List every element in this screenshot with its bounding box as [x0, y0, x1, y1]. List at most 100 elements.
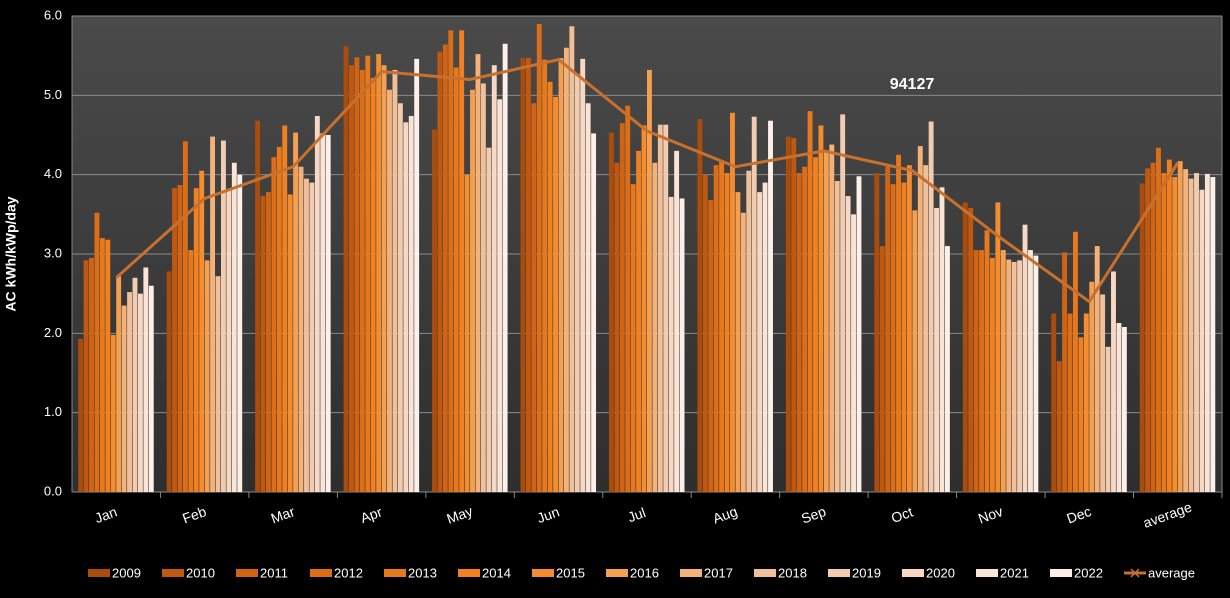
bar	[923, 165, 929, 492]
bar	[641, 125, 647, 492]
bar	[1156, 147, 1161, 492]
legend-swatch	[88, 569, 110, 577]
bar	[255, 120, 261, 492]
bar	[1056, 361, 1062, 492]
bar	[668, 196, 674, 492]
bar	[674, 150, 680, 492]
bar	[491, 65, 497, 492]
bar	[459, 30, 465, 493]
bar	[325, 135, 331, 492]
bar	[768, 120, 773, 492]
bar	[845, 196, 851, 492]
bar	[1073, 231, 1078, 492]
bar	[220, 140, 226, 492]
bar	[1111, 271, 1116, 492]
legend-swatch	[1050, 569, 1072, 577]
bar	[652, 162, 658, 492]
bar	[1150, 162, 1156, 492]
bar	[1094, 246, 1100, 492]
bar	[989, 257, 995, 492]
bar	[1051, 313, 1057, 492]
legend-swatch	[532, 569, 554, 577]
bar	[304, 178, 309, 492]
bar	[226, 188, 232, 493]
bar	[432, 129, 437, 493]
bar	[542, 59, 548, 493]
legend-label: 2012	[334, 565, 363, 580]
bar	[1210, 177, 1216, 492]
bar	[1033, 255, 1039, 492]
x-tick-label: Feb	[180, 503, 208, 526]
bar	[199, 170, 205, 492]
legend-label: 2017	[704, 565, 733, 580]
bar	[314, 115, 320, 493]
bar	[1078, 337, 1084, 492]
y-tick-label: 5.0	[44, 87, 62, 102]
bar	[121, 305, 127, 492]
bar	[829, 144, 835, 492]
bar	[309, 182, 315, 492]
bar	[414, 58, 420, 493]
legend-label: 2011	[260, 565, 288, 580]
bar	[265, 192, 271, 492]
bar	[210, 136, 216, 492]
bar	[1188, 178, 1194, 492]
bar	[757, 192, 763, 492]
bar	[276, 146, 282, 492]
bar	[475, 54, 481, 492]
bar	[1177, 161, 1183, 492]
bar	[237, 174, 243, 492]
bar	[365, 55, 371, 493]
bar	[807, 111, 813, 492]
bar	[968, 207, 974, 492]
bar	[1067, 313, 1073, 492]
bar	[569, 26, 575, 493]
x-tick-label: Mar	[269, 503, 297, 526]
legend-swatch	[606, 569, 628, 577]
bar	[1022, 224, 1028, 492]
legend-swatch	[458, 569, 480, 577]
bar	[823, 152, 829, 492]
annotation: 94127	[890, 76, 935, 93]
bar	[647, 69, 652, 493]
x-tick-label: Dec	[1064, 503, 1093, 527]
bar	[464, 174, 470, 492]
bar	[143, 267, 149, 492]
bar	[912, 210, 918, 492]
bar	[813, 157, 818, 493]
bar	[381, 65, 387, 492]
bar	[802, 166, 808, 492]
bar	[78, 338, 84, 492]
y-tick-label: 6.0	[44, 7, 62, 22]
y-tick-label: 4.0	[44, 166, 62, 181]
bar	[558, 58, 564, 493]
bar	[1161, 173, 1167, 492]
legend-label: 2015	[556, 565, 585, 580]
legend-label: 2019	[852, 565, 881, 580]
legend-swatch	[680, 569, 702, 577]
bar	[785, 136, 791, 492]
x-tick-label: Nov	[976, 503, 1005, 527]
bar	[818, 125, 824, 492]
bar	[287, 194, 293, 492]
bar	[1139, 183, 1145, 493]
bar	[697, 119, 703, 492]
bar	[740, 212, 746, 492]
bar	[166, 271, 172, 492]
bar	[746, 170, 752, 492]
bar	[614, 162, 620, 492]
bar	[282, 125, 288, 492]
bar	[874, 173, 880, 492]
x-tick-label: Aug	[711, 503, 740, 527]
x-tick-label: Apr	[358, 503, 384, 526]
x-tick-label: average	[1141, 499, 1194, 531]
bar	[906, 165, 912, 492]
bar	[679, 198, 685, 492]
bar	[536, 23, 542, 493]
y-tick-label: 3.0	[44, 245, 62, 260]
bar	[408, 115, 414, 493]
bar	[939, 187, 945, 493]
legend-label: 2018	[778, 565, 807, 580]
bar	[1006, 259, 1012, 492]
